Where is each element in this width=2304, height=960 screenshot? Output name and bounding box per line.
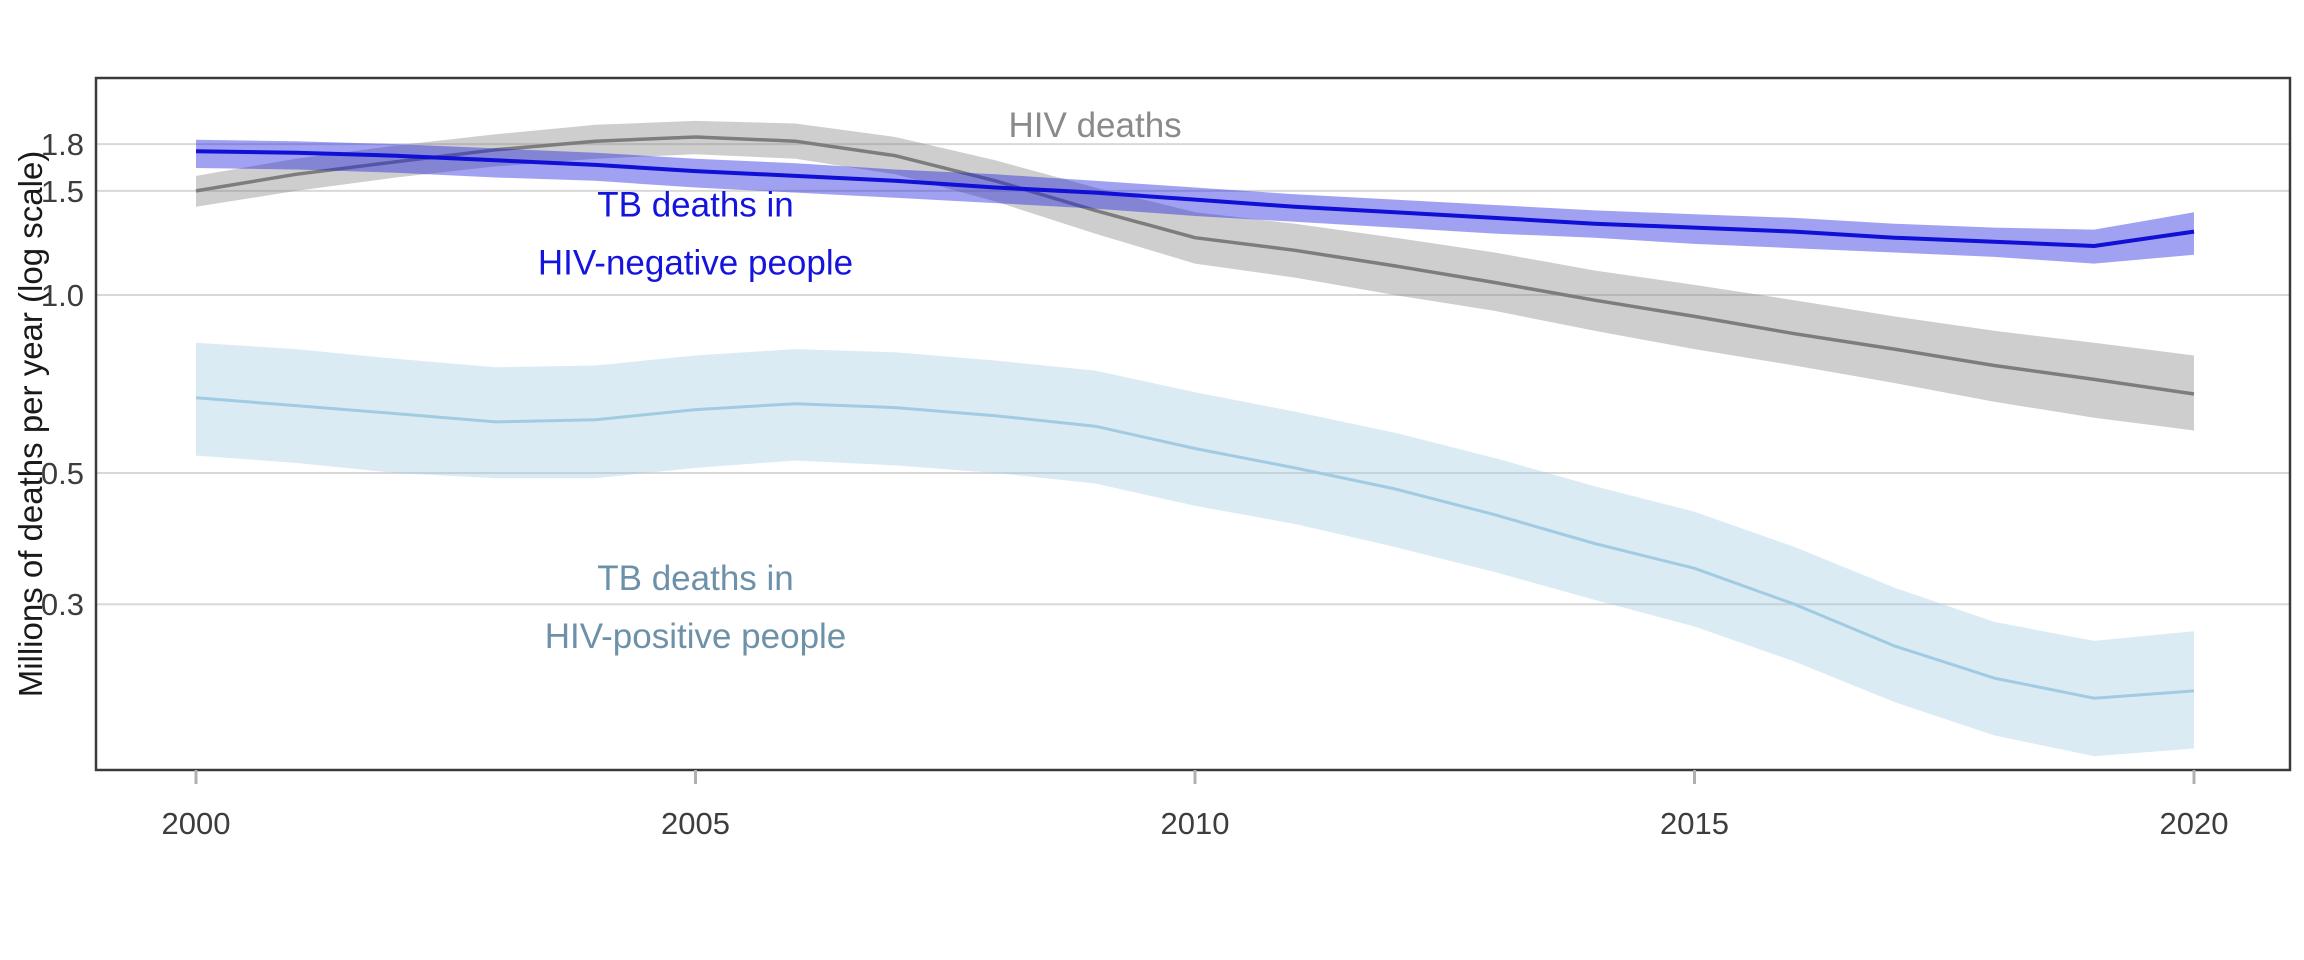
- plot-panel-border: [94, 76, 2292, 772]
- y-tick-label-0.3: 0.3: [41, 587, 84, 622]
- tb-deaths-hiv-positive-line: [195, 396, 2195, 700]
- y-tick-label-1.8: 1.8: [41, 127, 84, 162]
- x-tick-label-2010: 2010: [1161, 806, 1230, 841]
- tb-deaths-hiv-positive-band: [196, 342, 2194, 757]
- x-tick-label-2000: 2000: [162, 806, 231, 841]
- y-tick-label-0.5: 0.5: [41, 456, 84, 491]
- y-axis-title: Millions of deaths per year (log scale): [12, 151, 49, 698]
- label-tb-hiv-positive: TB deaths in HIV-positive people: [545, 559, 847, 656]
- hiv-deaths-line: [195, 135, 2195, 396]
- label-hiv-deaths: HIV deaths: [1009, 106, 1182, 145]
- x-tick-label-2020: 2020: [2160, 806, 2229, 841]
- y-tick-label-1.0: 1.0: [41, 278, 84, 313]
- x-tick-label-2015: 2015: [1660, 806, 1729, 841]
- label-tb-hiv-negative: TB deaths in HIV-negative people: [538, 186, 853, 283]
- hiv-deaths-band: [196, 120, 2194, 431]
- tb-deaths-hiv-negative-line: [195, 149, 2195, 248]
- x-tick-label-2005: 2005: [661, 806, 730, 841]
- y-tick-label-1.5: 1.5: [41, 174, 84, 209]
